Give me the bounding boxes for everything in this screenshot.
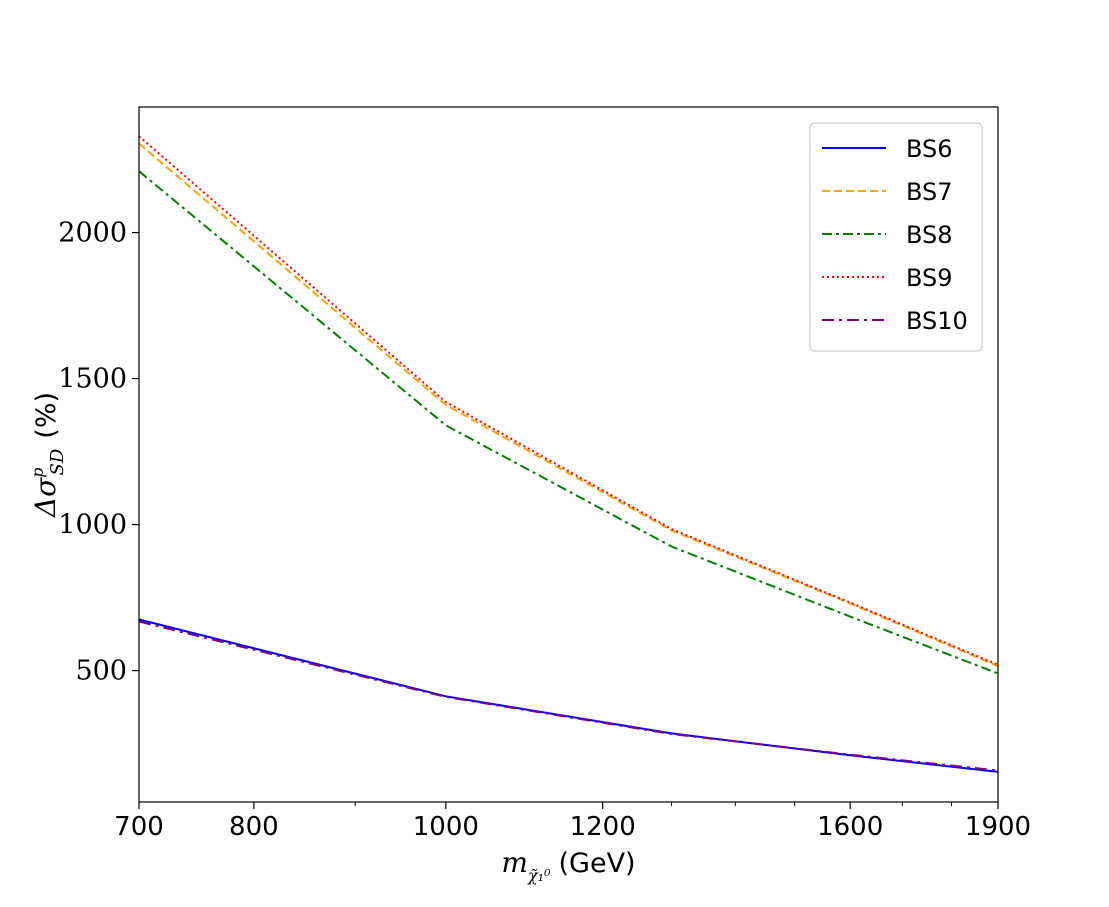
series-line-bs6 [138, 618, 999, 773]
series-line-bs10 [138, 620, 999, 772]
legend: BS6 BS7 BS8 BS9 BS10 [809, 122, 983, 352]
x-tick-label: 1000 [413, 812, 479, 842]
x-axis-label: mχ̃₁⁰ (GeV) [501, 846, 635, 885]
x-tick-label: 1200 [570, 812, 636, 842]
series-layer [138, 135, 999, 773]
x-tick-label: 1900 [965, 812, 1031, 842]
y-tick-label: 2000 [58, 218, 127, 249]
legend-box [809, 122, 983, 352]
x-axis-label-unit: (GeV) [559, 848, 636, 879]
y-tick-label: 500 [75, 656, 127, 687]
legend-label-bs6: BS6 [906, 135, 953, 163]
y-axis-label-unit: (%) [31, 392, 62, 439]
legend-label-bs8: BS8 [906, 221, 953, 249]
y-tick-label: 1500 [58, 364, 127, 395]
plot-frame [138, 106, 999, 803]
y-axis-label-sup: p [28, 467, 47, 477]
y-tick-label: 1000 [58, 510, 127, 541]
ticks-layer: 700 800 1000 1200 1600 1900 500 1000 1500 2000 [58, 218, 1031, 842]
legend-label-bs7: BS7 [906, 178, 953, 206]
legend-label-bs10: BS10 [906, 307, 968, 335]
legend-label-bs9: BS9 [906, 264, 953, 292]
x-axis-label-sub: χ̃₁⁰ [527, 866, 551, 885]
y-axis-label-sub: SD [47, 448, 68, 475]
x-tick-label: 1600 [817, 812, 883, 842]
x-tick-label: 800 [229, 812, 279, 842]
series-line-bs9 [138, 135, 999, 666]
x-axis-label-math: m [501, 846, 528, 879]
y-axis-label: ΔσpSD (%) [28, 392, 68, 518]
series-line-bs8 [138, 170, 999, 675]
x-tick-label: 700 [114, 812, 164, 842]
y-axis-label-math: Δσ [29, 477, 62, 518]
